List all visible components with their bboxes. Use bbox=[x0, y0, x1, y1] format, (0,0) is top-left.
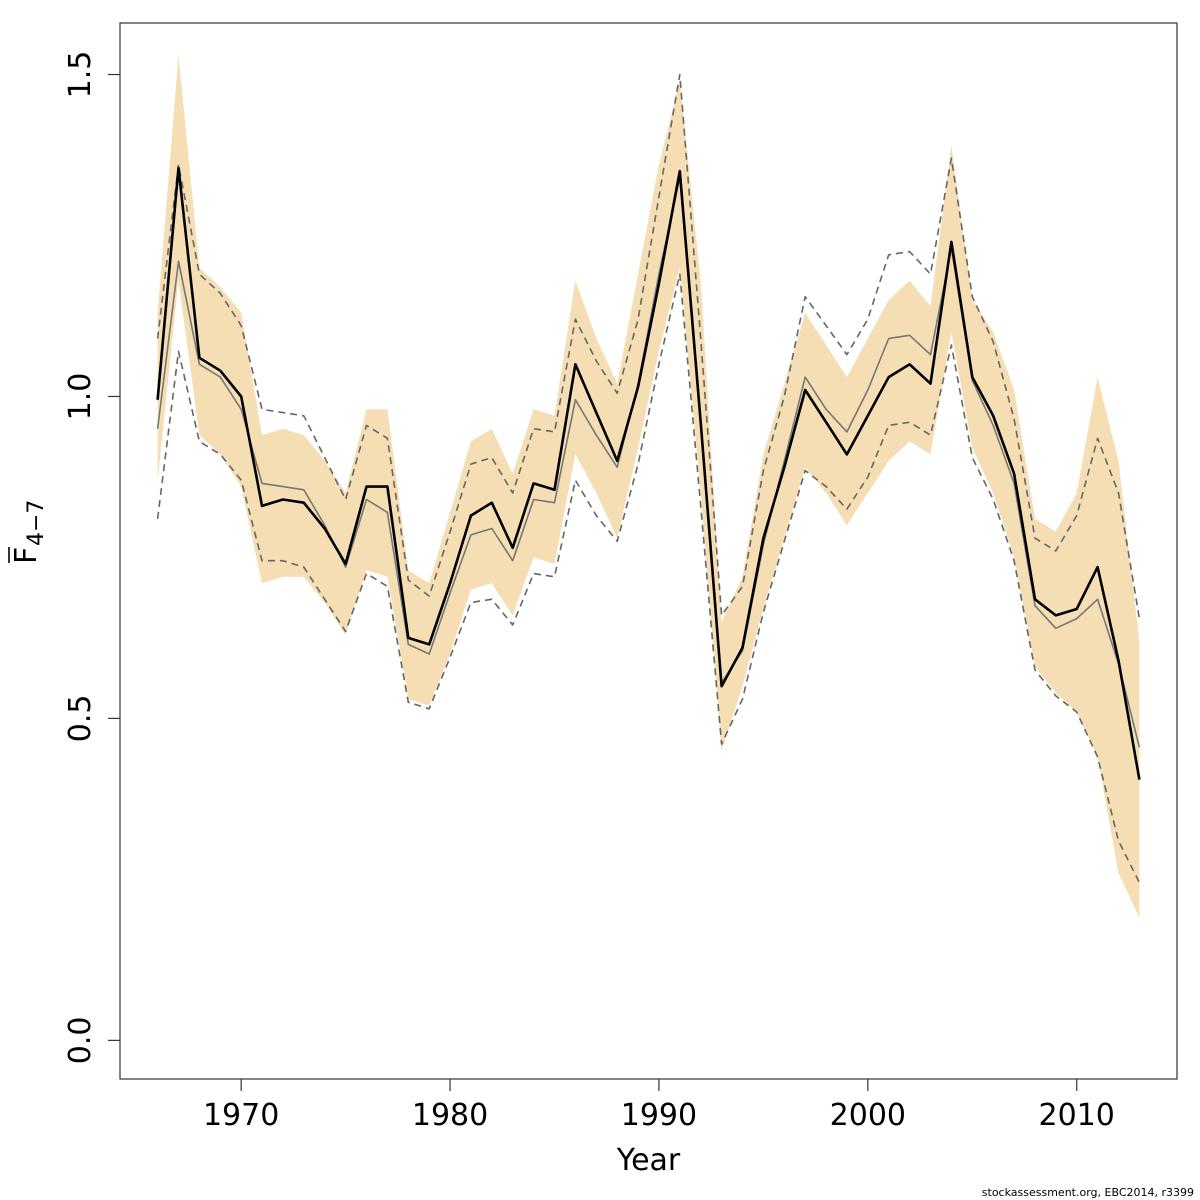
confidence-band bbox=[157, 55, 1140, 918]
confidence-band-layer bbox=[157, 55, 1140, 918]
x-tick-label: 1980 bbox=[412, 1098, 488, 1133]
x-tick-label: 2010 bbox=[1039, 1098, 1115, 1133]
y-axis-title: F4−7 bbox=[8, 500, 49, 564]
x-tick-label: 1970 bbox=[203, 1098, 279, 1133]
credit-text: stockassessment.org, EBC2014, r3399 bbox=[982, 1186, 1194, 1199]
x-tick-label: 2000 bbox=[830, 1098, 906, 1133]
series-layer bbox=[156, 73, 1141, 883]
series-estimate-line bbox=[156, 166, 1141, 780]
y-tick-label: 0.0 bbox=[63, 1017, 98, 1065]
y-tick-label: 1.0 bbox=[63, 373, 98, 421]
plot-frame bbox=[119, 22, 1178, 1080]
series-lower-bound-line bbox=[156, 273, 1141, 883]
y-axis-title-subscript: 4−7 bbox=[24, 500, 49, 546]
y-tick-label: 1.5 bbox=[63, 51, 98, 99]
x-tick-label: 1990 bbox=[621, 1098, 697, 1133]
x-axis: 1970 1980 1990 2000 2010 bbox=[203, 1079, 1115, 1133]
series-upper-bound-line bbox=[156, 73, 1141, 619]
x-axis-title: Year bbox=[616, 1143, 681, 1178]
y-tick-label: 0.5 bbox=[63, 695, 98, 743]
y-axis: 0.0 0.5 1.0 1.5 bbox=[63, 51, 120, 1065]
y-axis-title-main: F bbox=[9, 547, 44, 564]
